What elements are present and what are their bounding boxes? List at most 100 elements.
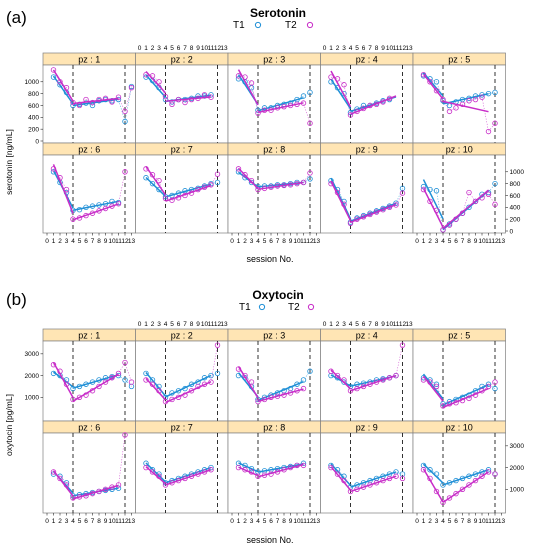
t2-data-point bbox=[255, 473, 261, 479]
y-tick-label: 3000 bbox=[25, 351, 40, 358]
t2-data-point bbox=[63, 85, 70, 91]
x-tick-label: 8 bbox=[375, 45, 379, 52]
t1-data-point bbox=[248, 179, 255, 186]
x-tick-label: 7 bbox=[276, 518, 280, 525]
t2-trace-line bbox=[238, 75, 311, 124]
t2-data-point bbox=[182, 392, 188, 398]
t2-data-point bbox=[433, 87, 440, 94]
x-tick-label: 6 bbox=[269, 238, 273, 245]
t2-data-point bbox=[156, 473, 162, 479]
x-tick-label: 7 bbox=[368, 321, 372, 328]
t2-data-point bbox=[50, 469, 57, 475]
strip-label: pz : 5 bbox=[448, 331, 470, 341]
x-tick-label: 11 bbox=[393, 321, 400, 328]
t2-data-point bbox=[143, 377, 149, 383]
t1-data-point bbox=[83, 100, 89, 106]
t2-data-point bbox=[188, 190, 195, 196]
y-tick-label: 200 bbox=[510, 216, 521, 223]
x-tick-label: 2 bbox=[336, 321, 340, 328]
t2-data-point bbox=[149, 73, 156, 79]
t1-data-point bbox=[83, 381, 89, 387]
t1-fit-line bbox=[145, 176, 167, 197]
t2-fit-line bbox=[145, 70, 167, 94]
x-tick-label: 3 bbox=[435, 238, 439, 245]
t2-fit-line bbox=[145, 377, 167, 401]
t2-data-point bbox=[459, 101, 466, 107]
x-tick-label: 13 bbox=[220, 45, 228, 52]
t2-data-point bbox=[89, 210, 96, 216]
t2-data-point bbox=[261, 472, 268, 478]
t2-data-point bbox=[427, 379, 433, 385]
t2-data-point bbox=[354, 216, 360, 222]
t2-trace-line bbox=[423, 189, 496, 231]
t2-data-point bbox=[169, 101, 175, 107]
strip-frame bbox=[135, 432, 229, 514]
x-tick-label: 0 bbox=[415, 518, 419, 525]
t2-data-point bbox=[446, 222, 453, 228]
t2-data-point bbox=[427, 79, 433, 85]
x-tick-label: 12 bbox=[214, 45, 222, 52]
x-tick-label: 6 bbox=[362, 45, 366, 52]
x-tick-label: 11 bbox=[208, 45, 215, 52]
strip-frame bbox=[320, 64, 414, 144]
t2-data-point bbox=[50, 362, 57, 368]
t2-data-point bbox=[459, 397, 466, 404]
x-tick-label: 10 bbox=[201, 321, 209, 328]
x-tick-label: 10 bbox=[108, 518, 116, 525]
strip-frame bbox=[42, 340, 136, 422]
t2-data-point bbox=[373, 480, 380, 486]
t2-data-point bbox=[122, 169, 128, 175]
x-tick-label: 0 bbox=[138, 321, 142, 328]
t2-data-point bbox=[334, 76, 341, 82]
strip-label: pz : 7 bbox=[171, 423, 193, 433]
y-tick-label: 600 bbox=[28, 103, 39, 110]
t2-data-point bbox=[143, 71, 149, 78]
t2-data-point bbox=[182, 99, 188, 106]
y-tick-label: 1000 bbox=[25, 79, 40, 86]
x-tick-label: 8 bbox=[467, 238, 471, 245]
t1-fit-line bbox=[145, 74, 167, 98]
t2-fit-line bbox=[72, 203, 119, 221]
t1-data-point bbox=[427, 186, 433, 193]
t1-data-point bbox=[300, 377, 307, 383]
t2-data-point bbox=[347, 220, 354, 227]
x-tick-label: 12 bbox=[306, 518, 314, 525]
t2-data-point bbox=[235, 464, 242, 471]
t1-trace-line bbox=[330, 81, 390, 114]
t2-data-point bbox=[334, 372, 341, 379]
t2-data-point bbox=[188, 388, 195, 394]
x-tick-label: 11 bbox=[115, 518, 122, 525]
t2-data-point bbox=[162, 482, 169, 488]
x-tick-label: 12 bbox=[399, 321, 407, 328]
t2-fit-line bbox=[165, 96, 212, 102]
t2-data-point bbox=[50, 166, 57, 172]
t2-fit-line bbox=[237, 366, 259, 399]
t2-data-point bbox=[393, 372, 399, 379]
x-tick-label: 13 bbox=[498, 518, 506, 525]
t2-fit-line bbox=[257, 388, 304, 403]
t2-data-point bbox=[235, 166, 242, 172]
x-tick-label: 2 bbox=[428, 518, 432, 525]
t2-data-point bbox=[479, 195, 485, 201]
t2-fit-line bbox=[72, 97, 119, 105]
t2-data-point bbox=[188, 96, 195, 103]
t2-data-point bbox=[76, 102, 83, 109]
t2-data-point bbox=[380, 99, 386, 105]
x-tick-label: 6 bbox=[84, 518, 88, 525]
x-tick-label: 9 bbox=[381, 45, 385, 52]
t2-fit-line bbox=[422, 468, 444, 503]
strip-panel: pz : 10 bbox=[412, 142, 506, 234]
y-tick-label: 400 bbox=[28, 115, 39, 122]
t2-data-point bbox=[492, 120, 498, 126]
t2-data-point bbox=[115, 94, 122, 100]
t1-fit-line bbox=[238, 462, 259, 473]
t2-data-point bbox=[328, 368, 334, 374]
x-tick-label: 11 bbox=[300, 238, 307, 245]
t1-data-point bbox=[360, 102, 367, 109]
x-tick-label: 0 bbox=[323, 321, 327, 328]
t1-data-point bbox=[466, 95, 472, 102]
x-tick-label: 2 bbox=[243, 238, 247, 245]
t2-data-point bbox=[268, 394, 274, 400]
